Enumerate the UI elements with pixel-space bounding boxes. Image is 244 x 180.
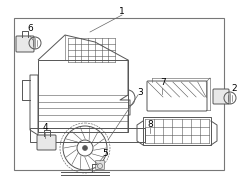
Text: 8: 8: [147, 120, 153, 129]
Text: 4: 4: [42, 123, 48, 132]
Text: 2: 2: [231, 84, 237, 93]
Circle shape: [82, 145, 88, 150]
Bar: [143, 117, 211, 145]
FancyBboxPatch shape: [16, 36, 34, 52]
Bar: [14, 18, 224, 170]
FancyBboxPatch shape: [37, 135, 56, 150]
FancyBboxPatch shape: [95, 161, 104, 170]
Text: 6: 6: [27, 24, 33, 33]
Text: 3: 3: [137, 87, 143, 96]
Bar: [30, 128, 145, 142]
Bar: [38, 60, 128, 132]
FancyBboxPatch shape: [213, 89, 229, 104]
Text: 7: 7: [160, 78, 166, 87]
Text: 1: 1: [119, 6, 125, 15]
Text: 5: 5: [102, 148, 108, 158]
